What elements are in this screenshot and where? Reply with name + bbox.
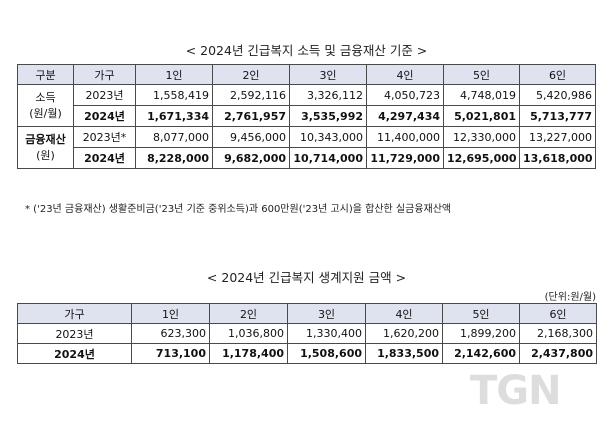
value-cell: 1,899,200 [442,323,520,344]
living-support-table: 가구 1인 2인 3인 4인 5인 6인 2023년 623,300 1,036… [17,303,597,364]
value-cell: 1,620,200 [365,323,443,344]
table-row: 2024년 8,228,000 9,682,000 10,714,000 11,… [18,147,596,169]
income-unit: (원/월) [29,106,62,120]
table2-header-row: 가구 1인 2인 3인 4인 5인 6인 [17,303,597,324]
table2-title: < 2024년 긴급복지 생계지원 금액 > [206,270,407,285]
assets-unit: (원) [36,148,55,162]
income-row-header: 소득 (원/월) [17,84,74,127]
value-cell: 3,535,992 [289,105,367,127]
header-household: 가구 [73,64,136,85]
value-cell: 4,748,019 [443,84,520,106]
year-cell: 2023년 [73,84,136,106]
table1-header-row: 구분 가구 1인 2인 3인 4인 5인 6인 [17,64,596,85]
value-cell: 3,326,112 [289,84,367,106]
value-cell: 11,400,000 [366,126,444,148]
assets-row-header: 금융재산 (원) [17,126,74,169]
table-row: 소득 (원/월) 2023년 1,558,419 2,592,116 3,326… [17,84,596,127]
table-row: 2024년 1,671,334 2,761,957 3,535,992 4,29… [18,105,596,127]
value-cell: 2,168,300 [519,323,597,344]
value-cell: 1,671,334 [135,105,213,127]
value-cell: 9,682,000 [212,147,290,169]
value-cell: 1,833,500 [365,343,443,364]
value-cell: 10,714,000 [289,147,367,169]
header-2p: 2인 [209,303,288,324]
value-cell: 12,330,000 [443,126,520,148]
value-cell: 2,142,600 [442,343,520,364]
header-5p: 5인 [443,64,520,85]
header-category: 구분 [17,64,74,85]
value-cell: 8,077,000 [135,126,213,148]
value-cell: 13,227,000 [519,126,596,148]
header-6p: 6인 [519,303,597,324]
table-row: 금융재산 (원) 2023년* 8,077,000 9,456,000 10,3… [17,126,596,169]
value-cell: 713,100 [131,343,210,364]
value-cell: 1,558,419 [135,84,213,106]
value-cell: 2,592,116 [212,84,290,106]
income-label: 소득 [35,90,56,104]
year-cell: 2024년 [73,147,136,169]
value-cell: 8,228,000 [135,147,213,169]
value-cell: 5,420,986 [519,84,596,106]
value-cell: 11,729,000 [366,147,444,169]
tgn-watermark-logo: TGN [470,368,562,414]
value-cell: 1,330,400 [287,323,366,344]
assets-label: 금융재산 [25,132,66,146]
value-cell: 12,695,000 [443,147,520,169]
value-cell: 2,437,800 [519,343,597,364]
value-cell: 1,178,400 [209,343,288,364]
value-cell: 9,456,000 [212,126,290,148]
value-cell: 623,300 [131,323,210,344]
header-household: 가구 [17,303,132,324]
value-cell: 2,761,957 [212,105,290,127]
income-assets-table: 구분 가구 1인 2인 3인 4인 5인 6인 소득 (원/월) 2023년 1… [17,64,596,169]
table-row: 2024년 713,100 1,178,400 1,508,600 1,833,… [17,343,597,364]
header-2p: 2인 [212,64,290,85]
header-5p: 5인 [442,303,520,324]
table-row: 2023년 623,300 1,036,800 1,330,400 1,620,… [17,323,597,344]
year-cell: 2023년* [73,126,136,148]
header-4p: 4인 [365,303,443,324]
value-cell: 5,021,801 [443,105,520,127]
header-3p: 3인 [289,64,367,85]
year-cell: 2024년 [73,105,136,127]
footnote: * ('23년 금융재산) 생활준비금('23년 기준 중위소득)과 600만원… [25,204,452,215]
unit-label: (단위:원/월) [544,292,596,303]
value-cell: 1,036,800 [209,323,288,344]
value-cell: 1,508,600 [287,343,366,364]
header-6p: 6인 [519,64,596,85]
value-cell: 10,343,000 [289,126,367,148]
value-cell: 4,297,434 [366,105,444,127]
value-cell: 5,713,777 [519,105,596,127]
header-3p: 3인 [287,303,366,324]
value-cell: 13,618,000 [519,147,596,169]
table1-title: < 2024년 긴급복지 소득 및 금융재산 기준 > [185,43,428,58]
year-cell: 2024년 [17,343,132,364]
header-4p: 4인 [366,64,444,85]
header-1p: 1인 [135,64,213,85]
value-cell: 4,050,723 [366,84,444,106]
header-1p: 1인 [131,303,210,324]
year-cell: 2023년 [17,323,132,344]
